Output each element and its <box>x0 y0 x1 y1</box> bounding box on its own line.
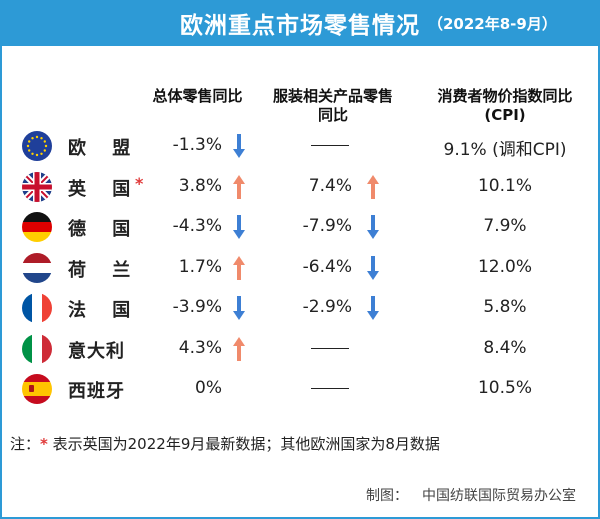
footnote-prefix: 注： <box>10 435 41 453</box>
uk-flag-icon <box>22 171 52 202</box>
retail-yoy-value: -3.9% <box>172 297 222 317</box>
no-data-dash <box>311 388 349 389</box>
col-header-apparel-line1: 服装相关产品零售 <box>272 87 393 105</box>
table-row: 英 国 * 3.8% 7.4% 10.1% <box>0 167 600 207</box>
table-row: 西班牙 0% 10.5% <box>0 369 600 409</box>
col-header-cpi: 消费者物价指数同比 (CPI) <box>415 87 595 125</box>
country-name: 欧 盟 <box>68 138 141 159</box>
page-title: 欧洲重点市场零售情况 <box>180 13 420 39</box>
down-arrow-icon <box>367 215 379 239</box>
title-banner: 欧洲重点市场零售情况 （2022年8-9月） <box>0 0 600 46</box>
table-row: 法 国 -3.9% -2.9% 5.8% <box>0 288 600 328</box>
apparel-yoy-value: -7.9% <box>302 216 352 236</box>
col-header-cpi-line2: (CPI) <box>484 106 526 124</box>
country-name: 英 国 <box>68 178 141 200</box>
down-arrow-icon <box>367 296 379 320</box>
cpi-yoy-value: 10.5% <box>477 378 532 398</box>
col-header-apparel: 服装相关产品零售 同比 <box>258 87 408 125</box>
cpi-yoy-value: 8.4% <box>483 337 527 358</box>
retail-yoy-value: 4.3% <box>178 337 222 358</box>
down-arrow-icon <box>233 296 245 320</box>
cpi-yoy-value: 9.1% (调和CPI) <box>443 140 567 160</box>
retail-yoy-value: -4.3% <box>172 216 222 236</box>
cpi-yoy-value: 5.8% <box>483 297 527 317</box>
table-row: 意大利 4.3% 8.4% <box>0 329 600 369</box>
col-header-cpi-line1: 消费者物价指数同比 <box>437 87 573 105</box>
cpi-yoy-value: 10.1% <box>477 175 532 196</box>
up-arrow-icon <box>367 174 379 199</box>
netherlands-flag-icon <box>22 252 52 283</box>
retail-yoy-value: 3.8% <box>178 175 222 196</box>
cpi-yoy-value: 7.9% <box>483 216 527 236</box>
col-header-retail: 总体零售同比 <box>140 87 255 106</box>
no-data-dash <box>311 347 349 349</box>
retail-yoy-value: 0% <box>195 378 222 398</box>
retail-yoy-value: 1.7% <box>178 256 222 277</box>
italy-flag-icon <box>22 333 52 364</box>
credit-line: 制图： 中国纺联国际贸易办公室 <box>0 485 576 505</box>
down-arrow-icon <box>233 215 245 239</box>
footnote: 注：* 表示英国为2022年9月最新数据；其他欧洲国家为8月数据 <box>10 433 440 454</box>
retail-yoy-value: -1.3% <box>172 135 222 155</box>
down-arrow-icon <box>367 255 379 280</box>
apparel-yoy-value: -6.4% <box>302 256 352 277</box>
cpi-yoy-value: 12.0% <box>477 256 532 277</box>
col-header-apparel-line2: 同比 <box>317 106 348 124</box>
country-name: 西班牙 <box>68 381 125 402</box>
spain-flag-icon <box>22 374 52 404</box>
eu-flag-icon <box>22 131 52 161</box>
country-name: 德 国 <box>68 219 141 240</box>
country-name: 荷 兰 <box>68 259 141 281</box>
no-data-dash <box>311 145 349 146</box>
country-name: 法 国 <box>68 300 141 321</box>
up-arrow-icon <box>233 336 245 361</box>
col-header-retail-text: 总体零售同比 <box>152 87 243 105</box>
star-marker: * <box>135 173 144 193</box>
country-name: 意大利 <box>68 340 125 362</box>
apparel-yoy-value: 7.4% <box>308 175 352 196</box>
footnote-star: * <box>40 435 48 453</box>
germany-flag-icon <box>22 212 52 242</box>
credit-label: 制图： <box>366 488 408 504</box>
table-row: 荷 兰 1.7% -6.4% 12.0% <box>0 248 600 288</box>
france-flag-icon <box>22 293 52 323</box>
table-row: 德 国 -4.3% -7.9% 7.9% <box>0 207 600 247</box>
credit-org: 中国纺联国际贸易办公室 <box>422 488 576 504</box>
page-subtitle: （2022年8-9月） <box>428 15 557 33</box>
footnote-text: 表示英国为2022年9月最新数据；其他欧洲国家为8月数据 <box>47 435 440 453</box>
up-arrow-icon <box>233 255 245 280</box>
table-row: 欧 盟 -1.3% 9.1% (调和CPI) <box>0 126 600 166</box>
up-arrow-icon <box>233 174 245 199</box>
apparel-yoy-value: -2.9% <box>302 297 352 317</box>
down-arrow-icon <box>233 134 245 158</box>
